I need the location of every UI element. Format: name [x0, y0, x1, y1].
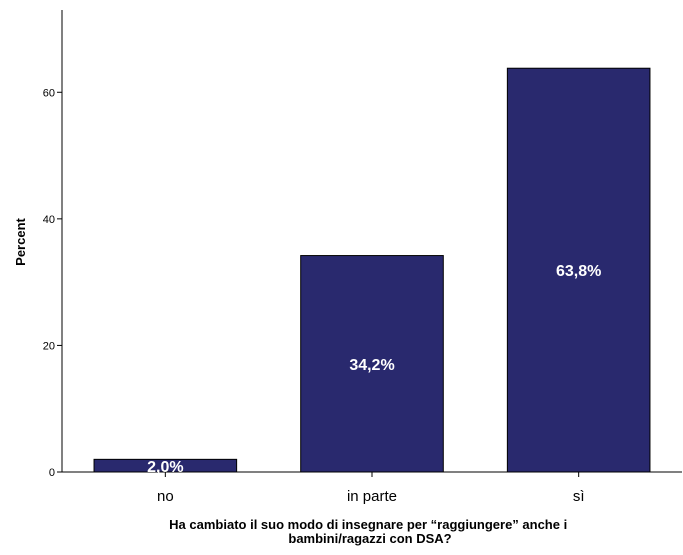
y-axis: 0 20 40 60	[43, 10, 63, 479]
y-tick-label-0: 0	[49, 467, 55, 479]
data-label-2: 63,8%	[556, 263, 601, 280]
x-tick-label-1: in parte	[347, 488, 397, 505]
category-labels: no in parte sì	[157, 488, 585, 505]
bar-0	[93, 458, 238, 473]
y-tick-label-1: 20	[43, 340, 55, 352]
data-label-0: 2,0%	[147, 459, 183, 476]
x-axis-title-line-1: Ha cambiato il suo modo di insegnare per…	[169, 517, 567, 532]
y-tick-label-3: 60	[43, 87, 55, 99]
bar-labels: 2,0% 34,2% 63,8%	[147, 263, 601, 476]
x-axis-title-line-2: bambini/ragazzi con DSA?	[288, 531, 451, 546]
bars	[93, 67, 651, 473]
x-tick-label-2: sì	[573, 488, 585, 505]
bar-1	[300, 255, 444, 473]
x-axis-title: Ha cambiato il suo modo di insegnare per…	[169, 517, 571, 546]
y-axis-title: Percent	[13, 217, 28, 265]
bar-2	[506, 67, 651, 473]
data-label-1: 34,2%	[349, 357, 394, 374]
x-tick-label-0: no	[157, 488, 174, 505]
y-tick-label-2: 40	[43, 214, 55, 226]
